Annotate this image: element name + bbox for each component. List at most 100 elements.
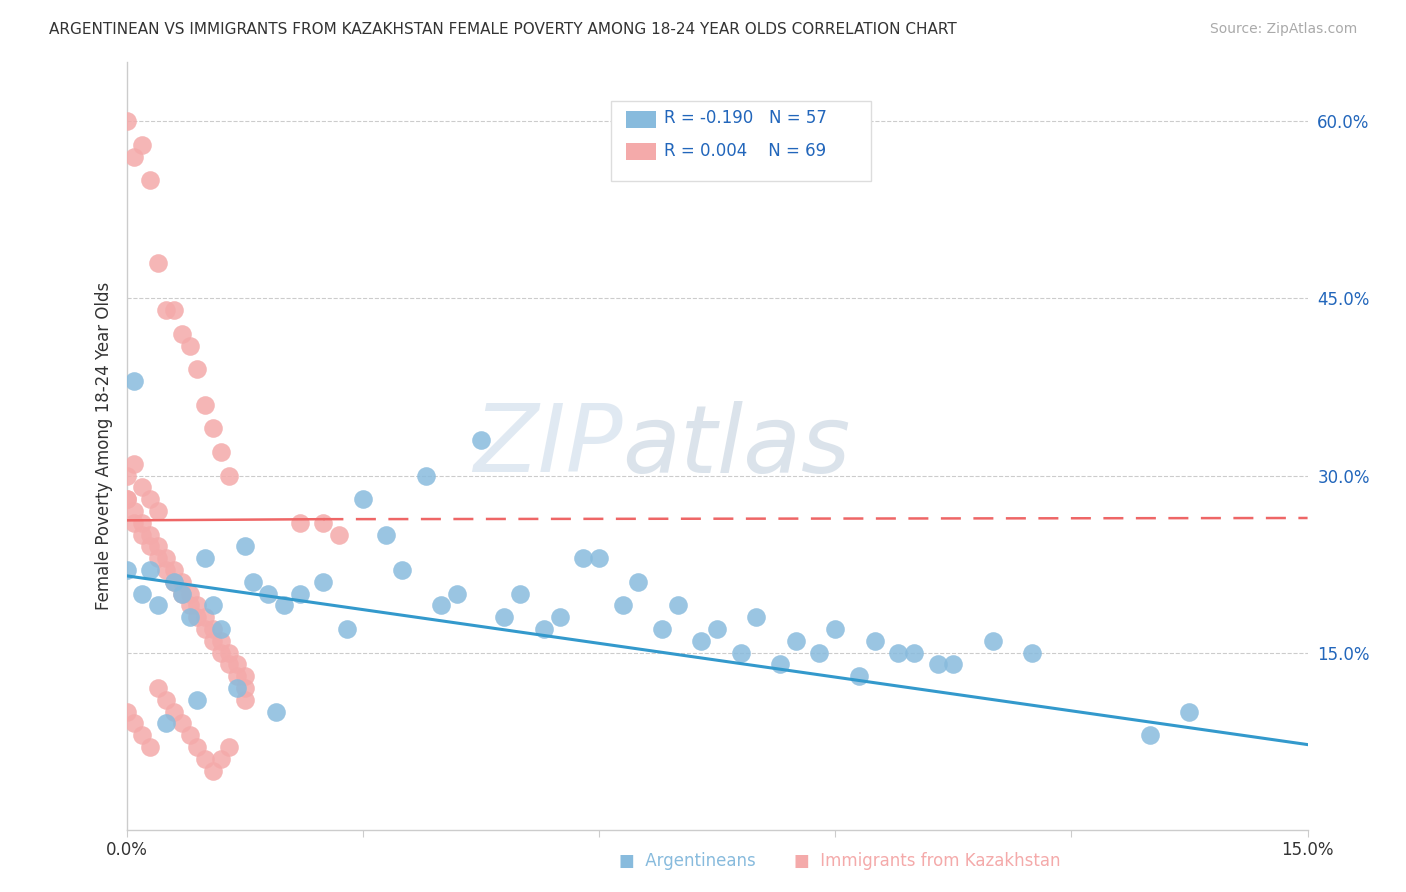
Point [218, 468, 240, 483]
Point [509, 586, 531, 600]
Point [163, 705, 186, 719]
Point [155, 692, 177, 706]
Point [769, 657, 792, 672]
Text: ■  Argentineans: ■ Argentineans [619, 852, 755, 870]
Point [745, 610, 768, 624]
Point [391, 563, 413, 577]
Point [202, 599, 225, 613]
FancyBboxPatch shape [626, 143, 655, 160]
Point [186, 599, 208, 613]
Point [233, 681, 256, 695]
Point [146, 599, 169, 613]
Point [209, 633, 232, 648]
Point [146, 681, 169, 695]
Point [124, 457, 146, 471]
Point [115, 492, 138, 507]
Point [163, 563, 186, 577]
Point [163, 574, 186, 589]
Point [124, 150, 146, 164]
Y-axis label: Female Poverty Among 18-24 Year Olds: Female Poverty Among 18-24 Year Olds [94, 282, 112, 610]
Point [242, 574, 264, 589]
Point [131, 586, 153, 600]
Point [375, 527, 398, 541]
Point [533, 622, 555, 636]
Point [139, 173, 162, 187]
Text: Source: ZipAtlas.com: Source: ZipAtlas.com [1209, 22, 1357, 37]
Point [494, 610, 516, 624]
Point [124, 374, 146, 388]
Point [690, 633, 713, 648]
Text: ZIP: ZIP [472, 401, 623, 491]
Point [155, 716, 177, 731]
Text: atlas: atlas [623, 401, 851, 491]
Point [179, 339, 201, 353]
Point [115, 563, 138, 577]
Point [124, 716, 146, 731]
Point [446, 586, 468, 600]
Point [131, 728, 153, 742]
Text: R = 0.004    N = 69: R = 0.004 N = 69 [664, 142, 827, 160]
Point [170, 586, 193, 600]
Point [808, 646, 831, 660]
Point [179, 586, 201, 600]
Point [170, 574, 193, 589]
Point [186, 362, 208, 376]
Point [202, 622, 225, 636]
Point [139, 739, 162, 754]
Point [139, 563, 162, 577]
Point [170, 716, 193, 731]
Point [146, 256, 169, 270]
Point [1178, 705, 1201, 719]
Point [155, 303, 177, 318]
Point [887, 646, 910, 660]
Point [706, 622, 728, 636]
Point [288, 516, 311, 530]
Point [627, 574, 650, 589]
Point [312, 574, 335, 589]
Point [131, 480, 153, 494]
Point [218, 657, 240, 672]
Point [942, 657, 965, 672]
Point [336, 622, 359, 636]
Point [1139, 728, 1161, 742]
Point [139, 539, 162, 553]
Point [194, 610, 217, 624]
Point [612, 599, 634, 613]
Text: ARGENTINEAN VS IMMIGRANTS FROM KAZAKHSTAN FEMALE POVERTY AMONG 18-24 YEAR OLDS C: ARGENTINEAN VS IMMIGRANTS FROM KAZAKHSTA… [49, 22, 957, 37]
FancyBboxPatch shape [610, 101, 870, 181]
Point [233, 539, 256, 553]
Point [202, 421, 225, 435]
Point [131, 516, 153, 530]
Text: R = -0.190   N = 57: R = -0.190 N = 57 [664, 110, 827, 128]
Point [927, 657, 949, 672]
Point [264, 705, 287, 719]
Point [186, 739, 208, 754]
Point [209, 622, 232, 636]
Point [328, 527, 350, 541]
Point [163, 574, 186, 589]
Point [124, 516, 146, 530]
Point [115, 468, 138, 483]
Point [179, 728, 201, 742]
Point [225, 681, 247, 695]
Point [273, 599, 295, 613]
Point [170, 586, 193, 600]
Point [202, 764, 225, 778]
Point [115, 705, 138, 719]
Point [179, 599, 201, 613]
Point [824, 622, 846, 636]
Point [257, 586, 280, 600]
Point [572, 551, 595, 566]
Point [131, 527, 153, 541]
Point [155, 563, 177, 577]
Point [163, 303, 186, 318]
Point [312, 516, 335, 530]
Point [415, 468, 437, 483]
Point [352, 492, 374, 507]
Point [848, 669, 870, 683]
Point [651, 622, 673, 636]
Point [139, 492, 162, 507]
Point [115, 114, 138, 128]
Point [666, 599, 689, 613]
Point [233, 692, 256, 706]
